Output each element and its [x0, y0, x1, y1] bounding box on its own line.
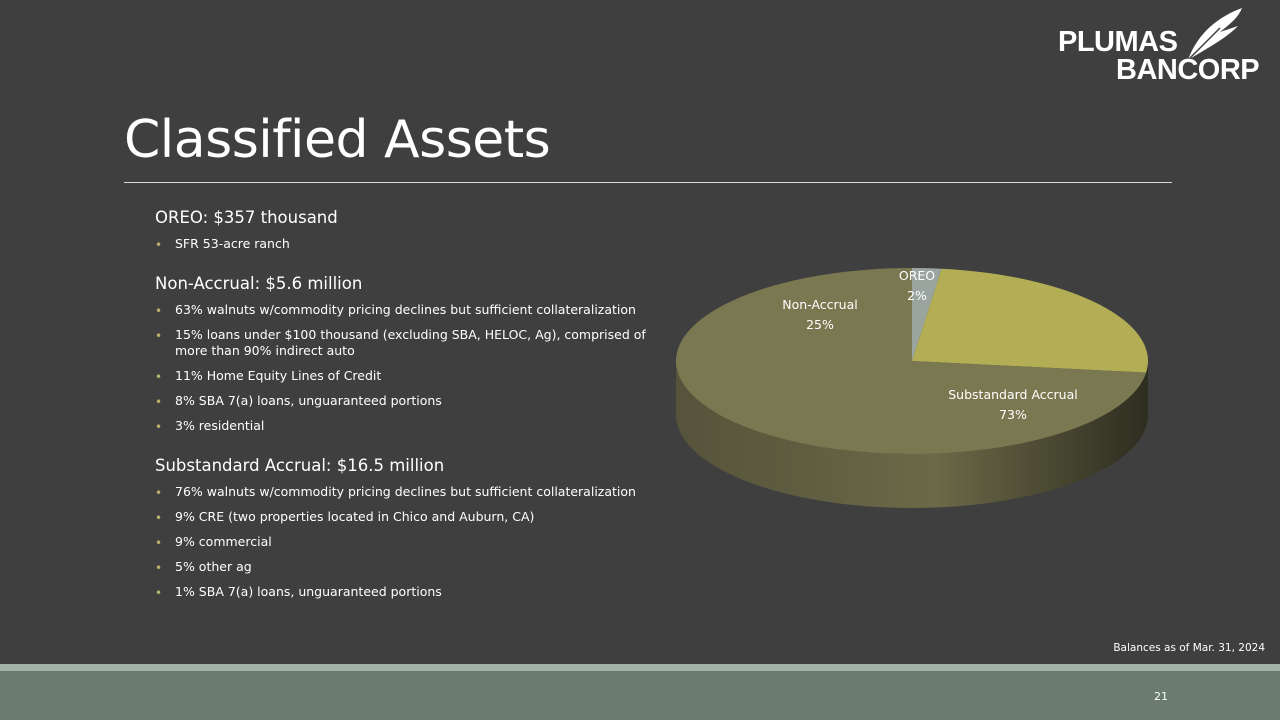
- bullet-list: • 63% walnuts w/commodity pricing decline…: [155, 302, 675, 434]
- logo-text-bancorp: BANCORP: [1116, 54, 1260, 86]
- slice-label: Substandard Accrual: [948, 387, 1077, 402]
- pie-chart-svg: OREO 2% Non-Accrual 25% Substandard Accrual 7…: [676, 268, 1148, 508]
- pie-slice-substandard-accrual: [676, 268, 1147, 454]
- slice-label: Non-Accrual: [782, 297, 857, 312]
- pie-side-wall: [676, 361, 1148, 508]
- bullet-item: • 9% commercial: [155, 534, 272, 550]
- bullet-item: • 15% loans under $100 thousand (excludin…: [155, 327, 646, 358]
- slice-value-label: 73%: [999, 407, 1027, 422]
- plumas-bancorp-logo: PLUMAS BANCORP: [1040, 6, 1272, 86]
- footer-stripe: [0, 664, 1280, 671]
- page-number: 21: [1154, 690, 1168, 703]
- bullet-item: • 8% SBA 7(a) loans, unguaranteed portion…: [155, 393, 442, 409]
- section-oreo: OREO: $357 thousand • SFR 53-acre ranch: [155, 206, 675, 252]
- section-substandard-accrual: Substandard Accrual: $16.5 million • 76% …: [155, 454, 675, 600]
- bullet-dot-icon: •: [155, 370, 163, 384]
- pie-slice-oreo: [912, 268, 942, 361]
- bullet-item: • 11% Home Equity Lines of Credit: [155, 368, 382, 384]
- section-heading: OREO: $357 thousand: [155, 208, 338, 227]
- bullet-dot-icon: •: [155, 511, 163, 525]
- bullet-list: • 76% walnuts w/commodity pricing decline…: [155, 484, 675, 600]
- bullet-item: • 63% walnuts w/commodity pricing decline…: [155, 302, 636, 318]
- slice-value-label: 25%: [806, 317, 834, 332]
- bullet-dot-icon: •: [155, 395, 163, 409]
- logo-text-plumas: PLUMAS: [1058, 26, 1178, 58]
- bullet-item: • 3% residential: [155, 418, 265, 434]
- bullet-dot-icon: •: [155, 304, 163, 318]
- slice-label: OREO: [899, 268, 935, 283]
- footnote: Balances as of Mar. 31, 2024: [1113, 642, 1265, 654]
- bullet-item: • 76% walnuts w/commodity pricing decline…: [155, 484, 636, 500]
- bullet-dot-icon: •: [155, 486, 163, 500]
- slide-title: Classified Assets: [124, 110, 551, 170]
- footer-bar: [0, 671, 1280, 720]
- pie-slice-non-accrual: [912, 268, 1148, 373]
- bullet-dot-icon: •: [155, 586, 163, 600]
- bullet-list: • SFR 53-acre ranch: [155, 236, 675, 252]
- bullet-dot-icon: •: [155, 536, 163, 550]
- feather-icon: [1187, 8, 1242, 61]
- content-text: OREO: $357 thousand • SFR 53-acre ranch N…: [155, 206, 675, 609]
- bullet-dot-icon: •: [155, 420, 163, 434]
- section-heading: Non-Accrual: $5.6 million: [155, 274, 363, 293]
- bullet-dot-icon: •: [155, 561, 163, 575]
- bullet-item: • 1% SBA 7(a) loans, unguaranteed portion…: [155, 584, 442, 600]
- bullet-dot-icon: •: [155, 238, 163, 252]
- section-non-accrual: Non-Accrual: $5.6 million • 63% walnuts w…: [155, 272, 675, 434]
- title-divider: [124, 182, 1172, 183]
- bullet-dot-icon: •: [155, 329, 163, 343]
- bullet-item: • 9% CRE (two properties located in Chico…: [155, 509, 535, 525]
- bullet-item: • 5% other ag: [155, 559, 252, 575]
- section-heading: Substandard Accrual: $16.5 million: [155, 456, 445, 475]
- slice-value-label: 2%: [907, 288, 927, 303]
- bullet-item: • SFR 53-acre ranch: [155, 236, 290, 252]
- pie-chart: OREO 2% Non-Accrual 25% Substandard Accrual 7…: [660, 250, 1180, 560]
